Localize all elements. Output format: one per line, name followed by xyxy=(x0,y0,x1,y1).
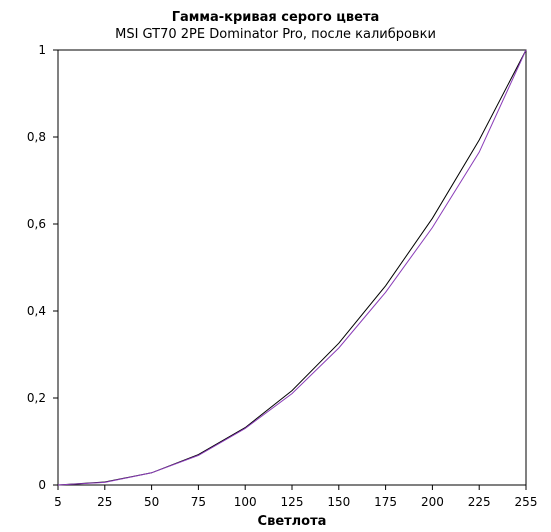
y-axis: 0 0,2 0,4 0,6 0,8 1 xyxy=(27,43,58,492)
x-axis-label: Светлота xyxy=(258,514,327,529)
y-tick-label: 1 xyxy=(38,43,46,57)
series-line-2 xyxy=(57,49,527,486)
y-tick-label: 0,6 xyxy=(27,217,46,231)
y-tick-label: 0 xyxy=(38,478,46,492)
x-tick-label: 100 xyxy=(234,495,257,509)
x-tick-label: 125 xyxy=(281,495,304,509)
x-tick-label: 75 xyxy=(191,495,206,509)
x-tick-label: 25 xyxy=(97,495,112,509)
x-tick-label: 150 xyxy=(327,495,350,509)
x-tick-label: 5 xyxy=(54,495,62,509)
x-tick-label: 175 xyxy=(374,495,397,509)
x-tick-label: 200 xyxy=(421,495,444,509)
y-tick-label: 0,8 xyxy=(27,130,46,144)
plot-area xyxy=(57,49,527,486)
x-tick-label: 225 xyxy=(468,495,491,509)
series-lines xyxy=(57,49,527,486)
x-tick-label: 50 xyxy=(144,495,159,509)
x-tick-label: 255 xyxy=(515,495,538,509)
y-tick-label: 0,2 xyxy=(27,391,46,405)
chart-subtitle: MSI GT70 2PE Dominator Pro, после калибр… xyxy=(115,27,436,42)
x-axis: 5 25 50 75 100 125 150 175 200 225 255 xyxy=(54,485,537,509)
y-tick-label: 0,4 xyxy=(27,304,46,318)
chart-title: Гамма-кривая серого цвета xyxy=(171,10,380,25)
